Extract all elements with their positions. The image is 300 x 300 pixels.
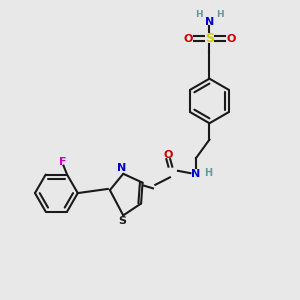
Text: N: N xyxy=(191,169,201,179)
Text: H: H xyxy=(205,169,213,178)
Text: O: O xyxy=(163,150,172,160)
Text: S: S xyxy=(118,216,126,226)
Text: O: O xyxy=(183,34,193,44)
Text: H: H xyxy=(216,10,224,19)
Text: O: O xyxy=(226,34,236,44)
Text: H: H xyxy=(195,10,203,19)
Text: F: F xyxy=(59,157,66,167)
Text: N: N xyxy=(117,163,126,173)
Text: S: S xyxy=(205,32,214,45)
Text: N: N xyxy=(205,16,214,27)
